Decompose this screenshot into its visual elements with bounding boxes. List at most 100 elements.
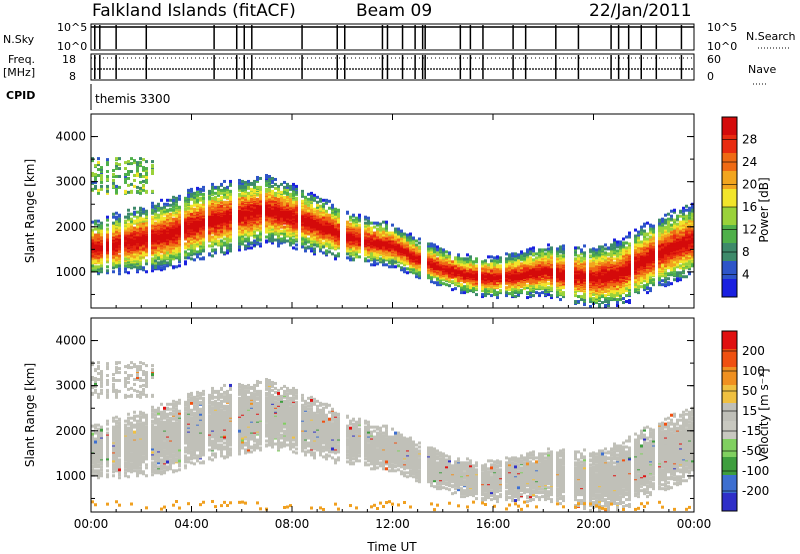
power-cell bbox=[445, 261, 448, 265]
power-cell bbox=[175, 265, 178, 269]
power-cell bbox=[247, 242, 250, 246]
power-cell bbox=[157, 215, 160, 219]
power-cell bbox=[190, 192, 193, 196]
power-cell bbox=[481, 260, 484, 264]
power-cell bbox=[277, 197, 280, 201]
power-cell bbox=[136, 210, 139, 214]
power-cell bbox=[385, 222, 388, 226]
power-cell bbox=[217, 189, 220, 193]
power-cell bbox=[511, 268, 514, 272]
power-cell bbox=[403, 239, 406, 243]
power-cell bbox=[145, 180, 148, 184]
power-cell bbox=[454, 259, 457, 263]
power-cell bbox=[190, 197, 193, 201]
power-cell bbox=[325, 249, 328, 253]
power-cell bbox=[250, 190, 253, 194]
power-cell bbox=[163, 212, 166, 216]
power-cell bbox=[226, 230, 229, 234]
power-cell bbox=[289, 201, 292, 205]
date-title: 22/Jan/2011 bbox=[589, 1, 692, 21]
power-cell bbox=[310, 247, 313, 251]
power-cell bbox=[304, 208, 307, 212]
power-cell bbox=[217, 203, 220, 207]
power-cell bbox=[220, 188, 223, 192]
power-cell bbox=[97, 232, 100, 236]
power-cell bbox=[199, 238, 202, 242]
power-cell bbox=[454, 287, 457, 291]
power-cell bbox=[211, 198, 214, 202]
power-cell bbox=[499, 260, 502, 264]
power-cell bbox=[370, 226, 373, 230]
power-cell bbox=[208, 194, 211, 198]
power-cell bbox=[187, 213, 190, 217]
power-cell bbox=[319, 210, 322, 214]
power-cell bbox=[301, 239, 304, 243]
power-cell bbox=[280, 202, 283, 206]
power-cell bbox=[433, 243, 436, 247]
power-cell bbox=[406, 259, 409, 263]
power-cell bbox=[259, 193, 262, 197]
power-cell bbox=[328, 199, 331, 203]
power-cell bbox=[175, 217, 178, 221]
power-cell bbox=[169, 254, 172, 258]
power-cell bbox=[334, 222, 337, 226]
power-cell bbox=[397, 264, 400, 268]
power-cell bbox=[289, 184, 292, 188]
power-cell bbox=[196, 202, 199, 206]
power-cell bbox=[310, 211, 313, 215]
power-cell bbox=[94, 260, 97, 264]
power-cell bbox=[364, 228, 367, 232]
power-cell bbox=[436, 248, 439, 252]
power-cell bbox=[331, 218, 334, 222]
power-cell bbox=[214, 191, 217, 195]
power-cell bbox=[415, 243, 418, 247]
power-cell bbox=[220, 242, 223, 246]
power-cell bbox=[466, 264, 469, 268]
power-cell bbox=[124, 189, 127, 193]
power-cell bbox=[190, 216, 193, 220]
power-cell bbox=[409, 270, 412, 274]
power-cell bbox=[91, 171, 94, 175]
power-cell bbox=[154, 266, 157, 270]
power-cell bbox=[487, 266, 490, 270]
power-cell bbox=[250, 241, 253, 245]
power-cell bbox=[433, 275, 436, 279]
power-cell bbox=[220, 190, 223, 194]
power-cell bbox=[220, 239, 223, 243]
power-cell bbox=[358, 225, 361, 229]
power-cell bbox=[496, 264, 499, 268]
power-cell bbox=[331, 207, 334, 211]
power-cell bbox=[160, 254, 163, 258]
power-cell bbox=[283, 187, 286, 191]
power-cell bbox=[352, 253, 355, 257]
power-cell bbox=[385, 236, 388, 240]
power-cell bbox=[463, 285, 466, 289]
power-cell bbox=[187, 205, 190, 209]
power-cell bbox=[274, 199, 277, 203]
power-cell bbox=[484, 264, 487, 268]
power-cell bbox=[484, 292, 487, 296]
power-cell bbox=[133, 230, 136, 234]
power-cell bbox=[142, 231, 145, 235]
power-cell bbox=[196, 242, 199, 246]
power-cell bbox=[457, 263, 460, 267]
power-cell bbox=[199, 240, 202, 244]
power-cell bbox=[169, 215, 172, 219]
power-cell bbox=[142, 188, 145, 192]
power-cell bbox=[448, 273, 451, 277]
power-cell bbox=[115, 215, 118, 219]
power-cell bbox=[286, 223, 289, 227]
power-cell bbox=[319, 249, 322, 253]
power-cell bbox=[130, 212, 133, 216]
power-cell bbox=[301, 194, 304, 198]
power-cell bbox=[385, 233, 388, 237]
power-cell bbox=[142, 223, 145, 227]
power-cell bbox=[373, 261, 376, 265]
power-cell bbox=[322, 236, 325, 240]
power-cell bbox=[157, 264, 160, 268]
power-cell bbox=[514, 254, 517, 258]
power-cell bbox=[247, 238, 250, 242]
power-cell bbox=[190, 241, 193, 245]
power-cell bbox=[115, 263, 118, 267]
power-cell bbox=[163, 219, 166, 223]
